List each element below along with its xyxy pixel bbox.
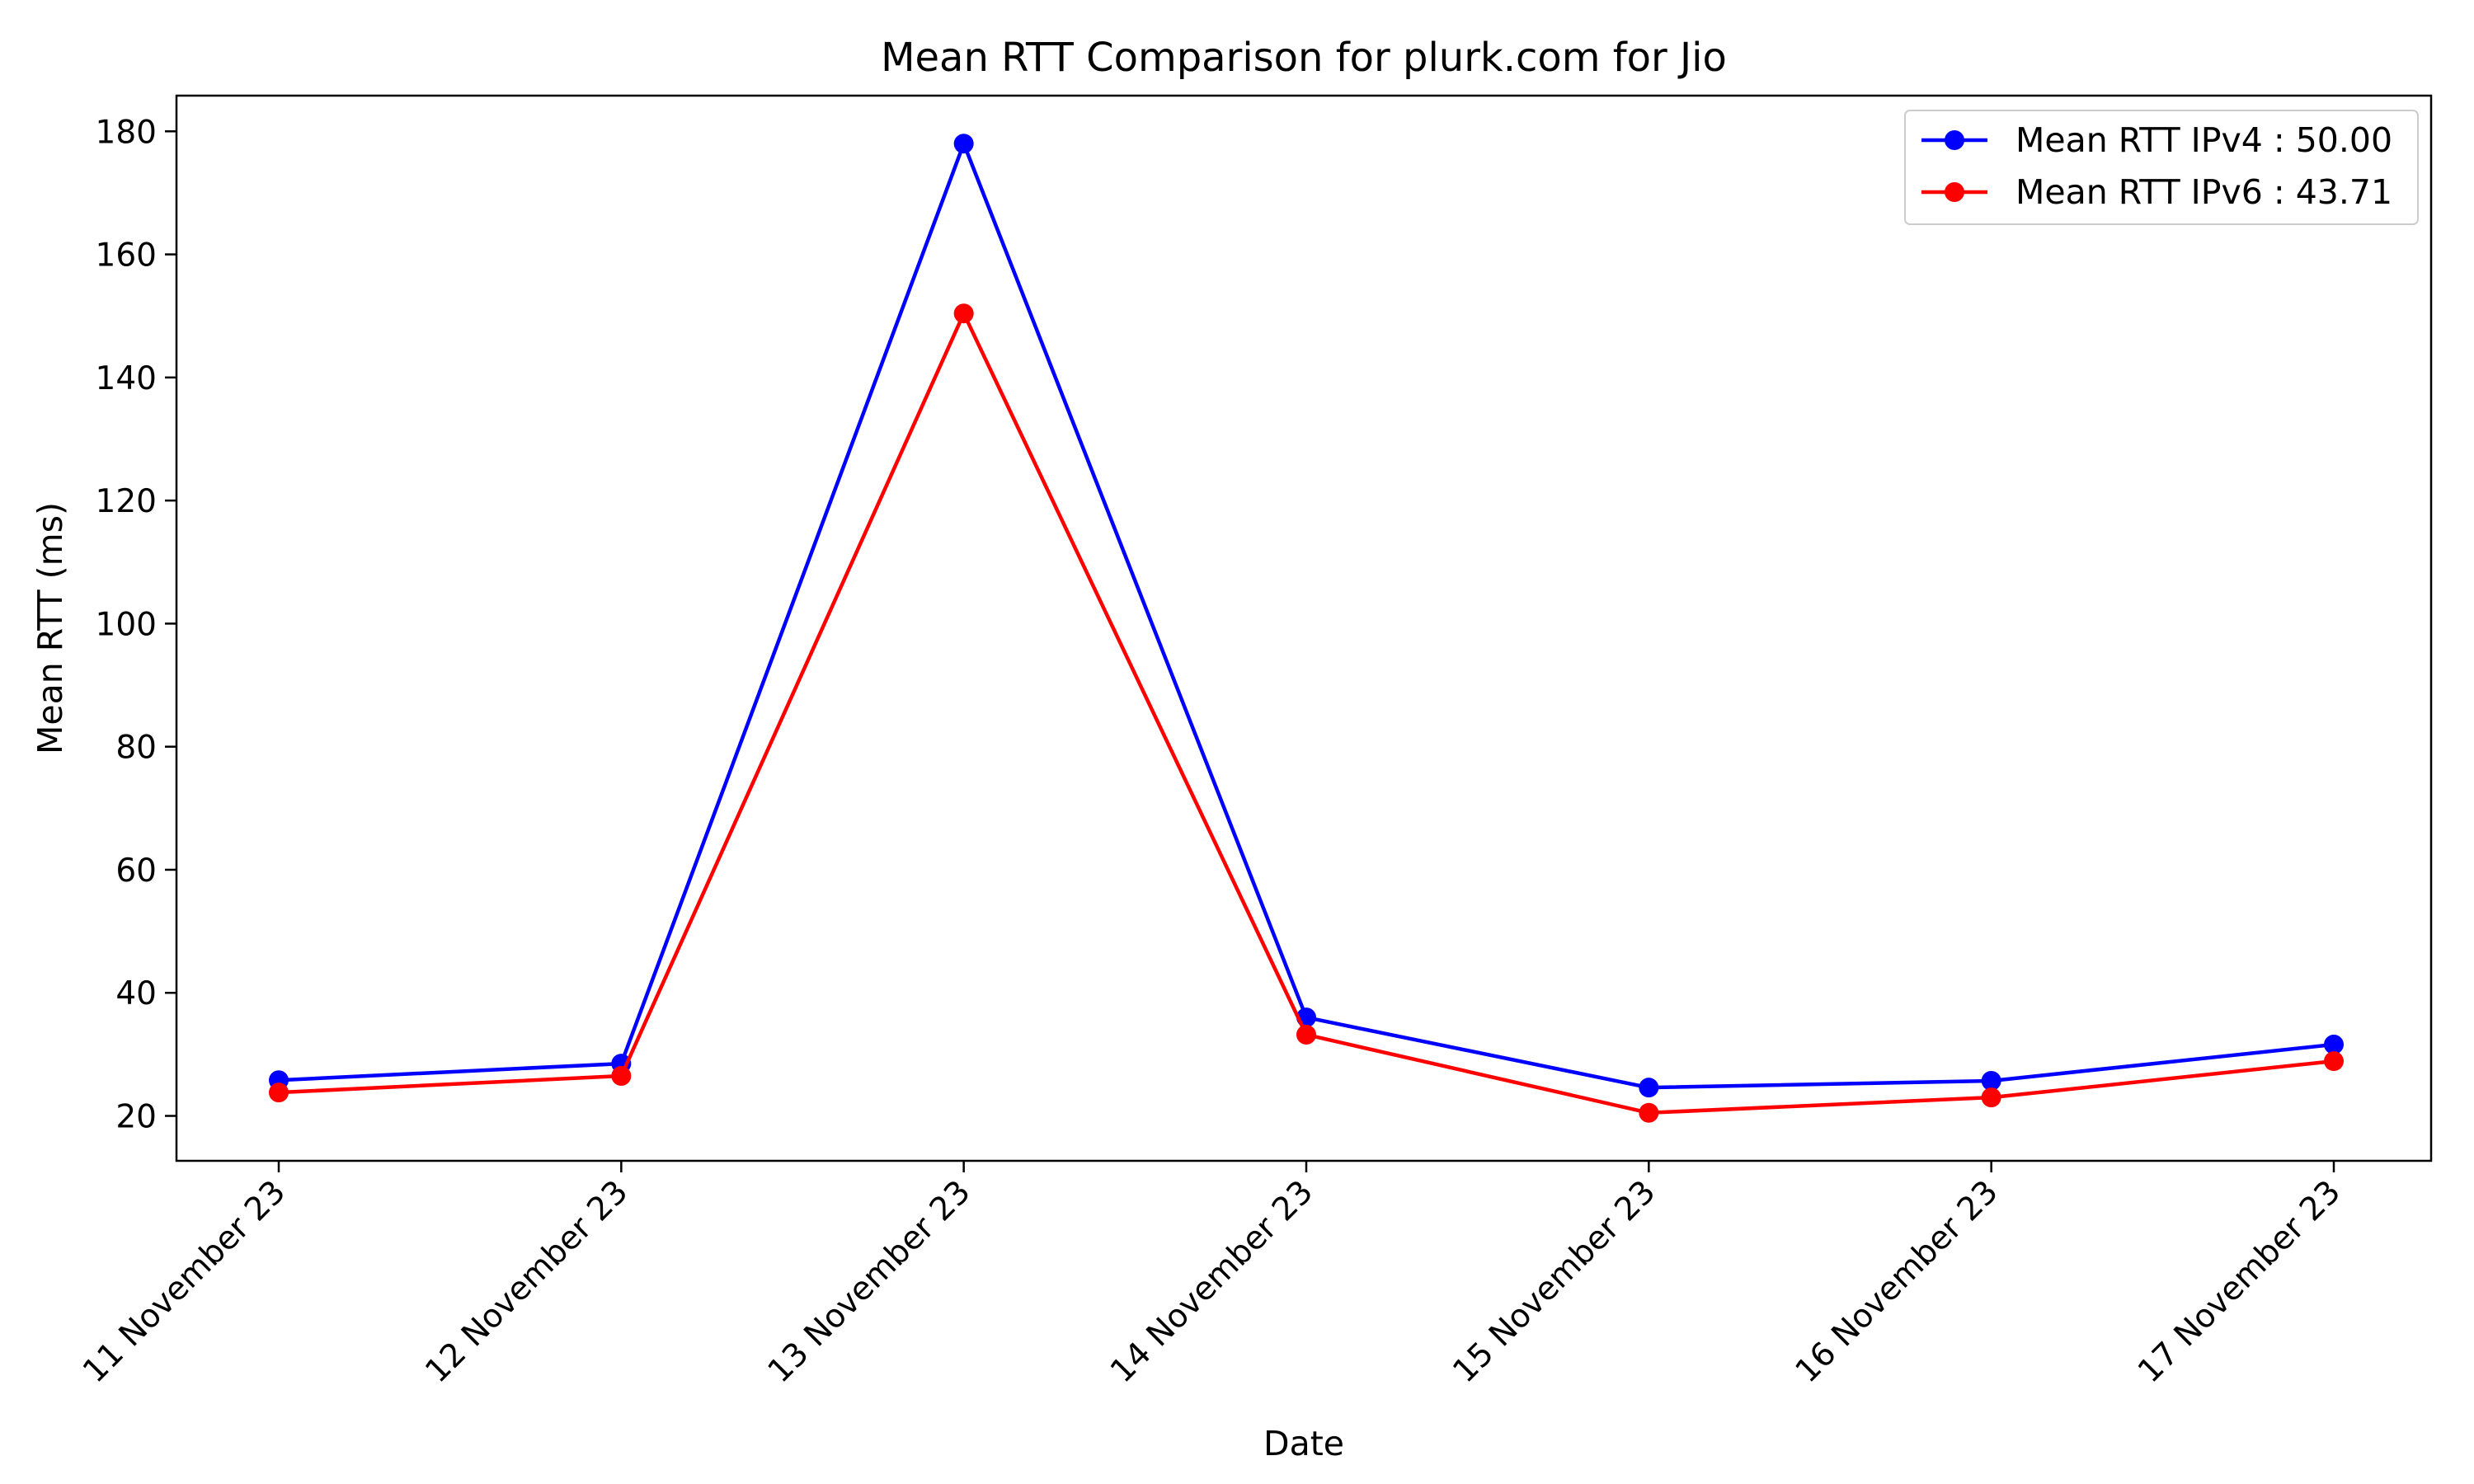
data-point: [953, 303, 974, 324]
data-point: [2324, 1051, 2344, 1072]
y-tick-label: 100: [96, 606, 157, 643]
data-point: [269, 1082, 289, 1103]
y-tick-label: 20: [115, 1099, 157, 1136]
chart-title: Mean RTT Comparison for plurk.com for Ji…: [881, 35, 1727, 81]
y-axis-label: Mean RTT (ms): [31, 502, 70, 754]
data-point: [1981, 1070, 2001, 1091]
legend-marker: [1945, 130, 1964, 150]
data-point: [611, 1065, 632, 1086]
data-point: [1639, 1102, 1659, 1123]
y-tick-label: 180: [96, 114, 157, 151]
y-tick-label: 80: [115, 730, 157, 767]
legend-frame: [1904, 110, 2419, 225]
legend-marker: [1945, 182, 1964, 202]
y-tick-label: 40: [115, 975, 157, 1012]
y-axis-ticks: 20 40 60 80 100 120 140 160 180: [96, 114, 176, 1136]
data-point: [1639, 1078, 1659, 1098]
y-tick-label: 60: [115, 852, 157, 890]
x-axis-label: Date: [1263, 1424, 1344, 1463]
y-tick-label: 140: [96, 360, 157, 397]
data-point: [2324, 1034, 2344, 1054]
legend-label: Mean RTT IPv4 : 50.00: [2015, 120, 2392, 160]
data-point: [953, 134, 974, 154]
y-tick-label: 160: [96, 237, 157, 275]
legend-entries: Mean RTT IPv4 : 50.00 Mean RTT IPv6 : 43.…: [1921, 120, 2392, 212]
plot-area-frame: [175, 94, 2433, 1162]
series-layer: [269, 134, 2344, 1123]
data-point: [1296, 1024, 1316, 1045]
data-point: [1981, 1087, 2001, 1108]
legend: Mean RTT IPv4 : 50.00 Mean RTT IPv6 : 43.…: [1904, 110, 2419, 225]
y-tick-label: 120: [96, 483, 157, 520]
legend-label: Mean RTT IPv6 : 43.71: [2015, 172, 2392, 212]
